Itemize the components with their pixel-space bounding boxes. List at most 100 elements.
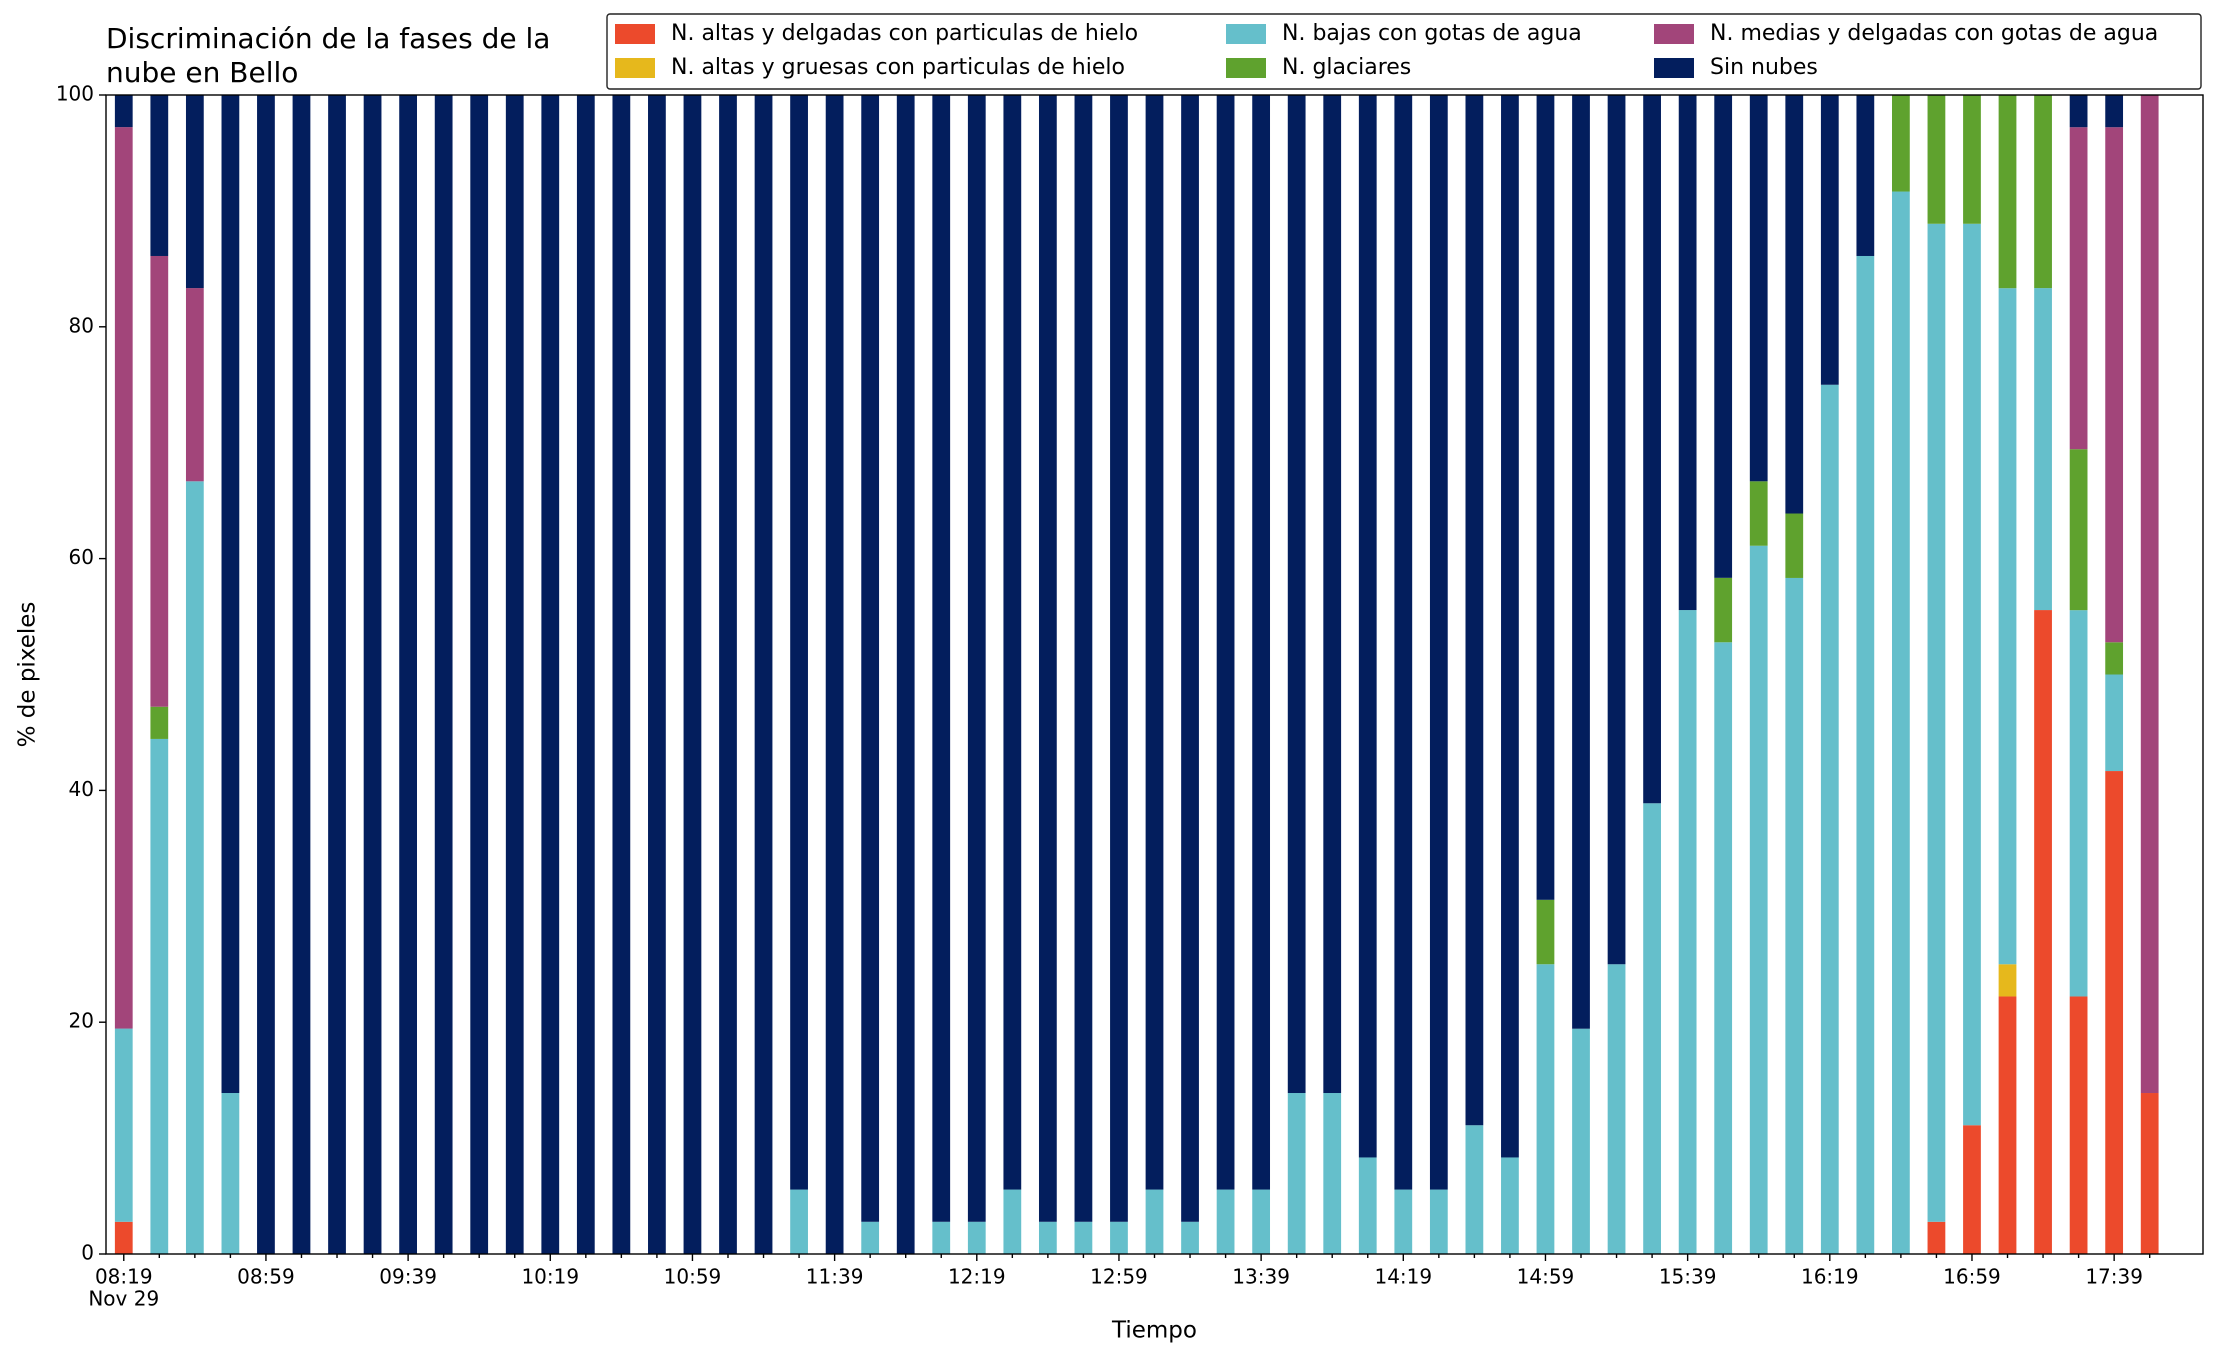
bar-segment — [861, 1221, 880, 1254]
bar-segment — [1287, 1093, 1306, 1254]
bar-segment — [114, 1028, 133, 1222]
x-sublabel: Nov 29 — [88, 1287, 159, 1311]
bar-segment — [1394, 95, 1413, 1190]
bar-segment — [1287, 95, 1306, 1094]
y-tick-label: 100 — [56, 82, 94, 106]
bar-segment — [1785, 577, 1804, 1254]
bar-segment — [1963, 95, 1981, 224]
bar-segment — [1465, 95, 1484, 1126]
legend-label: N. bajas con gotas de agua — [1282, 21, 1582, 46]
bar-segment — [1963, 1125, 1981, 1254]
bar-segment — [1856, 255, 1875, 1254]
bar-segment — [505, 95, 524, 1254]
bar-segment — [1714, 577, 1733, 643]
bar-segment — [2105, 642, 2124, 675]
bar-segment — [1429, 95, 1448, 1190]
legend-label: N. medias y delgadas con gotas de agua — [1710, 21, 2158, 46]
x-tick-label: 14:19 — [1374, 1265, 1432, 1289]
bar-segment — [114, 127, 133, 1029]
bar-segment — [1038, 95, 1057, 1222]
bar-segment — [932, 95, 951, 1222]
bar-segment — [612, 95, 631, 1254]
bar-segment — [1038, 1221, 1057, 1254]
bar-segment — [185, 481, 204, 1255]
bar-segment — [292, 95, 311, 1254]
x-axis-label: Tiempo — [1111, 1318, 1197, 1344]
bar-segment — [185, 288, 204, 482]
bar-segment — [1607, 95, 1626, 965]
y-tick-label: 80 — [69, 313, 94, 337]
bar-segment — [1358, 1157, 1377, 1254]
bar-segment — [150, 738, 169, 1254]
bar-segment — [2069, 610, 2088, 997]
bar-segment — [825, 95, 844, 1254]
bar-segment — [1927, 95, 1946, 224]
bar-segment — [1003, 95, 1022, 1190]
bar-segment — [1429, 1189, 1448, 1254]
x-tick-label: 08:19 — [95, 1265, 153, 1289]
bar-segment — [1501, 1157, 1519, 1254]
bar-segment — [790, 95, 808, 1190]
chart-title: Discriminación de la fases de la nube en… — [106, 22, 551, 89]
bar-segment — [1607, 964, 1626, 1254]
bar-segment — [1074, 95, 1093, 1222]
bar-segment — [1963, 223, 1981, 1126]
bar-segment — [1252, 95, 1271, 1190]
x-tick-label: 14:59 — [1517, 1265, 1575, 1289]
x-tick-label: 13:39 — [1232, 1265, 1290, 1289]
bar-segment — [1181, 95, 1199, 1222]
bar-segment — [683, 95, 702, 1254]
bar-segment — [1785, 513, 1804, 578]
bar-segment — [1536, 964, 1555, 1254]
bar-segment — [1892, 191, 1910, 1255]
bar-segment — [328, 95, 346, 1254]
bar-segment — [648, 95, 666, 1254]
bar-segment — [2140, 1093, 2159, 1254]
legend-label: Sin nubes — [1710, 55, 1818, 80]
bar-segment — [719, 95, 737, 1254]
legend-label: N. altas y gruesas con particulas de hie… — [671, 55, 1125, 80]
bar-segment — [1181, 1221, 1199, 1254]
bar-segment — [1927, 223, 1946, 1222]
bar-segment — [150, 95, 169, 256]
bar-segment — [1892, 95, 1910, 192]
legend-label: N. altas y delgadas con particulas de hi… — [671, 21, 1138, 46]
legend-swatch — [1654, 24, 1694, 44]
x-tick-label: 15:39 — [1659, 1265, 1717, 1289]
bar-segment — [363, 95, 382, 1254]
bar-segment — [1998, 964, 2017, 997]
bar-segment — [2069, 95, 2088, 128]
bar-segment — [1252, 1189, 1271, 1254]
bar-segment — [1998, 95, 2017, 289]
bar-segment — [1678, 95, 1697, 611]
bar-segment — [1927, 1221, 1946, 1254]
y-tick-label: 0 — [81, 1241, 94, 1265]
x-tick-label: 16:19 — [1801, 1265, 1859, 1289]
bar-segment — [1110, 95, 1128, 1222]
bar-segment — [1003, 1189, 1022, 1254]
x-tick-label: 10:19 — [521, 1265, 579, 1289]
legend-label: N. glaciares — [1282, 55, 1411, 80]
bar-segment — [1643, 95, 1661, 804]
bar-segment — [2034, 288, 2052, 611]
bar-segment — [1643, 803, 1661, 1254]
bar-segment — [1714, 94, 1733, 578]
bar-segment — [257, 95, 275, 1254]
bar-segment — [470, 95, 489, 1254]
bar-segment — [1501, 95, 1519, 1158]
bar-segment — [1820, 95, 1839, 385]
bar-segment — [2105, 127, 2124, 643]
bar-segment — [399, 95, 417, 1254]
bar-segment — [1820, 384, 1839, 1254]
bar-segment — [967, 1221, 986, 1254]
legend-swatch — [615, 58, 655, 78]
bar-segment — [221, 95, 240, 1094]
legend-swatch — [1654, 58, 1694, 78]
bar-segment — [1074, 1221, 1093, 1254]
bar-segment — [1358, 95, 1377, 1158]
bar-segment — [1998, 288, 2017, 965]
bar-segment — [1110, 1221, 1128, 1254]
bar-segment — [896, 95, 915, 1254]
